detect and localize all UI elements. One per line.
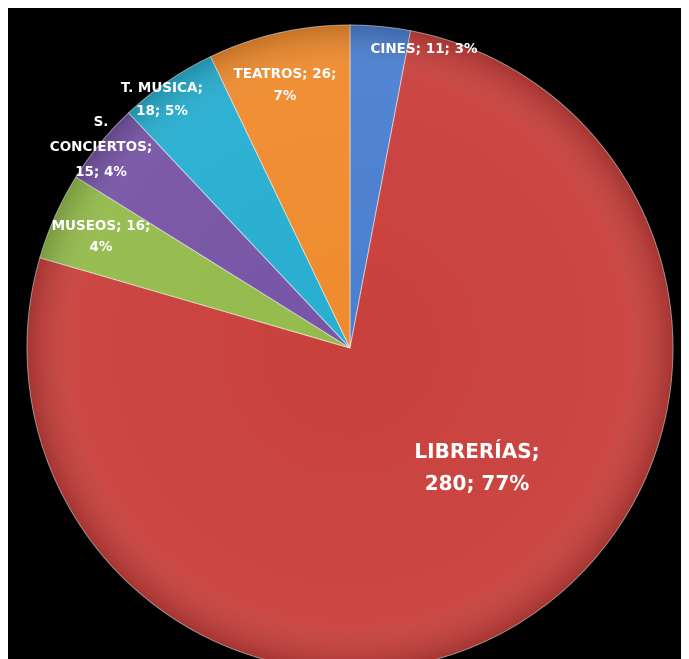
data-label-teatros: TEATROS; 26; 7% <box>234 66 337 104</box>
pie-labels: CINES; 11; 3% LIBRERÍAS; 280; 77% MUSEOS; 1… <box>50 41 540 495</box>
data-label-cines: CINES; 11; 3% <box>370 41 478 57</box>
data-label-museos: MUSEOS; 16; 4% <box>52 218 151 255</box>
pie-chart: CINES; 11; 3% LIBRERÍAS; 280; 77% MUSEOS; 1… <box>26 24 674 659</box>
chart-frame: CINES; 11; 3% LIBRERÍAS; 280; 77% MUSEOS; 1… <box>8 8 681 659</box>
data-label-s-conciertos: S. CONCIERTOS; 15; 4% <box>50 114 152 180</box>
data-label-t-musica: T. MUSICA; 18; 5% <box>121 80 203 119</box>
data-label-librerias: LIBRERÍAS; 280; 77% <box>414 439 539 495</box>
pie-slices <box>26 24 674 659</box>
